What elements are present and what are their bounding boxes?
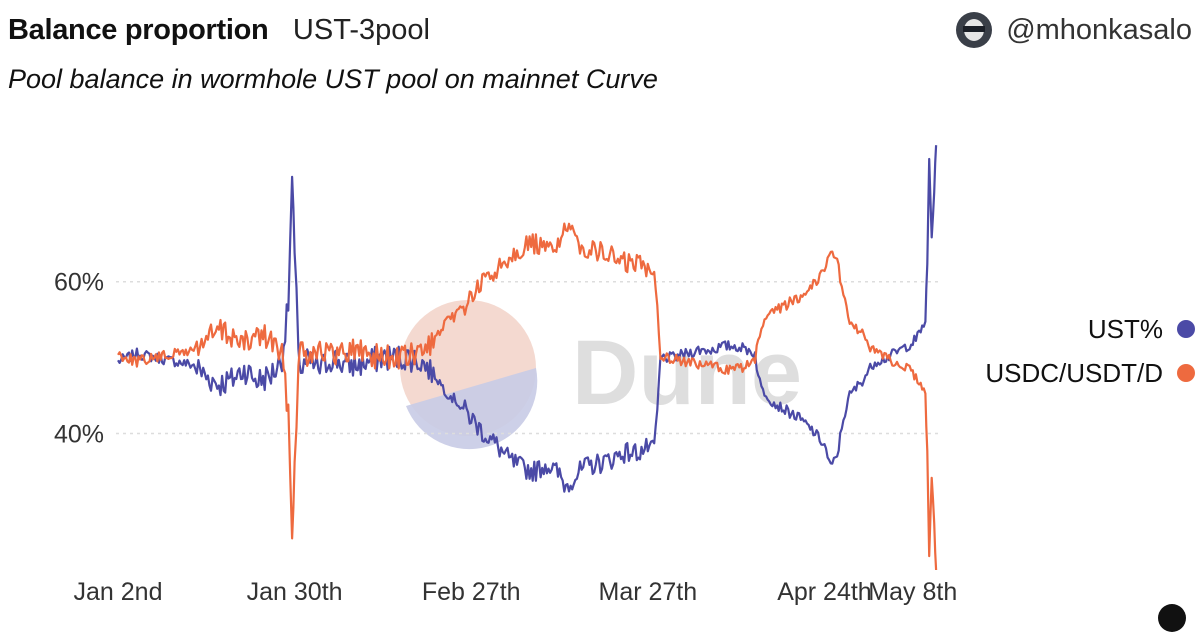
series-lines [117,145,938,571]
y-tick-label: 60% [54,269,104,297]
legend-dot-usdc-icon [1177,364,1195,382]
title-row: Balance proportion UST-3pool [8,14,430,47]
series-line-ust[interactable] [117,145,938,493]
dune-logo-wedge-icon [406,368,538,450]
avatar-band-icon [963,26,986,32]
x-tick-label: May 8th [868,578,957,606]
query-name[interactable]: UST-3pool [292,14,430,46]
legend-label-usdc: USDC/USDT/D [985,357,1163,388]
dune-watermark: Dune [400,300,802,450]
legend-item-ust[interactable]: UST% [1088,313,1195,345]
x-axis-ticks: Jan 2nd Jan 30th Feb 27th Mar 27th Apr 24thM… [74,578,958,606]
y-axis-ticks: 40% 60% [54,269,104,449]
series-line-usdc[interactable] [117,222,938,571]
chart-title: Balance proportion [8,14,269,46]
legend-label-ust: UST% [1087,313,1163,344]
gridlines [116,280,940,435]
chart-area: Dune 40% 60% Jan 2nd Jan 30th Feb 27th Mar 2… [0,110,1200,614]
author-link[interactable]: @mhonkasalo [956,12,1192,48]
x-tick-label: Feb 27th [422,578,521,606]
x-tick-label: Jan 2nd [74,578,163,606]
author-handle[interactable]: @mhonkasalo [1006,13,1192,46]
x-tick-label: Mar 27th [599,578,698,606]
corner-button-icon[interactable] [1158,604,1186,632]
chart-subtitle: Pool balance in wormhole UST pool on mai… [8,64,658,94]
y-tick-label: 40% [54,420,104,448]
avatar[interactable] [956,12,993,48]
chart-header: Balance proportion UST-3pool Pool balanc… [8,10,1192,100]
x-tick-label: Jan 30th [247,578,343,606]
legend-item-usdc[interactable]: USDC/USDT/D [985,357,1195,389]
line-chart: Dune 40% 60% Jan 2nd Jan 30th Feb 27th Mar 2… [54,145,958,606]
legend-dot-ust-icon [1177,320,1195,338]
watermark-text: Dune [572,322,802,424]
x-tick-label: Apr 24th [777,578,872,606]
